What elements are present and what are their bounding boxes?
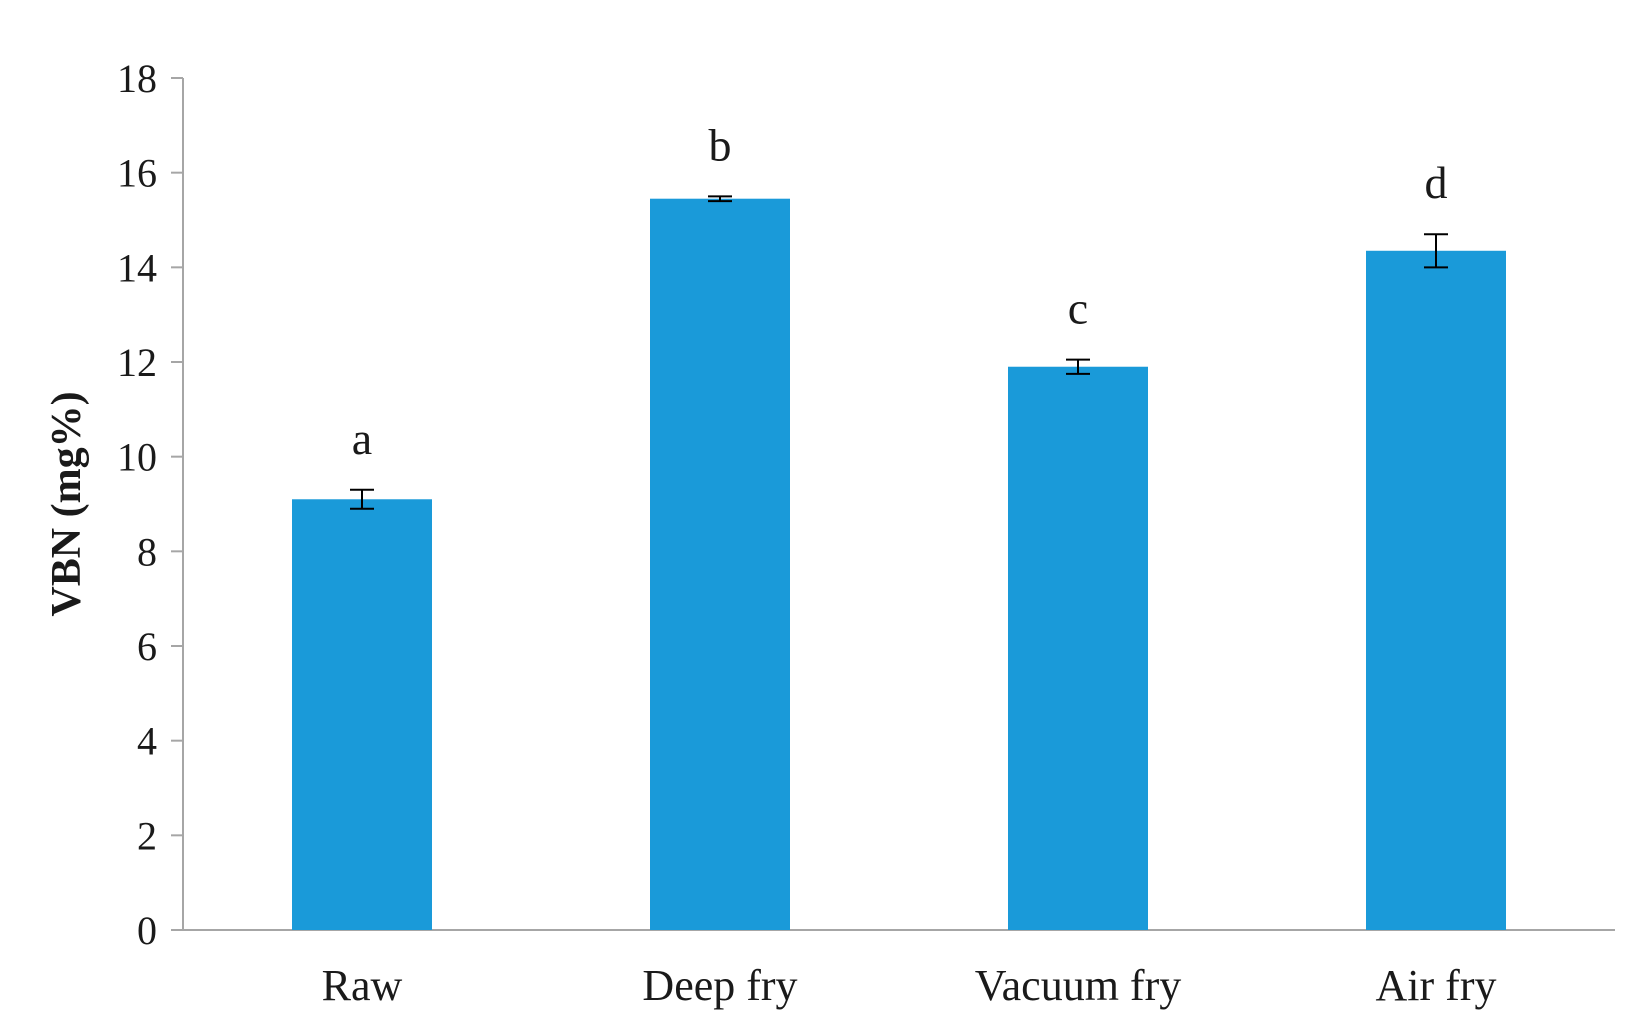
error-bar (1066, 358, 1090, 375)
bar-air-fry (1366, 250, 1506, 930)
y-tick-label: 14 (117, 245, 157, 290)
significance-labels: a b c d (352, 119, 1448, 463)
y-tick-label: 0 (137, 908, 157, 953)
significance-label: b (709, 119, 732, 170)
error-bar (1424, 233, 1448, 269)
y-tick-label: 2 (137, 813, 157, 858)
y-tick-label: 18 (117, 56, 157, 101)
y-tick-label: 4 (137, 719, 157, 764)
y-axis-title: VBN (mg%) (44, 391, 90, 616)
error-bar (708, 195, 732, 203)
x-category-label: Vacuum fry (975, 961, 1182, 1010)
x-axis-labels: Raw Deep fry Vacuum fry Air fry (322, 961, 1497, 1010)
y-tick-label: 16 (117, 151, 157, 196)
y-tick-label: 10 (117, 435, 157, 480)
significance-label: a (352, 413, 372, 464)
y-tick-label: 8 (137, 529, 157, 574)
x-category-label: Raw (322, 961, 403, 1010)
y-axis-ticks: 0 2 4 6 8 10 12 14 16 18 (117, 56, 183, 953)
error-bar (350, 488, 374, 510)
bar-vacuum-fry (1008, 366, 1148, 930)
bar-raw (292, 499, 432, 930)
significance-label: d (1425, 157, 1448, 208)
y-tick-label: 6 (137, 624, 157, 669)
y-tick-label: 12 (117, 340, 157, 385)
error-bars (350, 195, 1448, 510)
x-category-label: Air fry (1376, 961, 1497, 1010)
significance-label: c (1068, 283, 1088, 334)
bars (292, 198, 1506, 930)
x-category-label: Deep fry (642, 961, 797, 1010)
bar-deep-fry (650, 198, 790, 930)
